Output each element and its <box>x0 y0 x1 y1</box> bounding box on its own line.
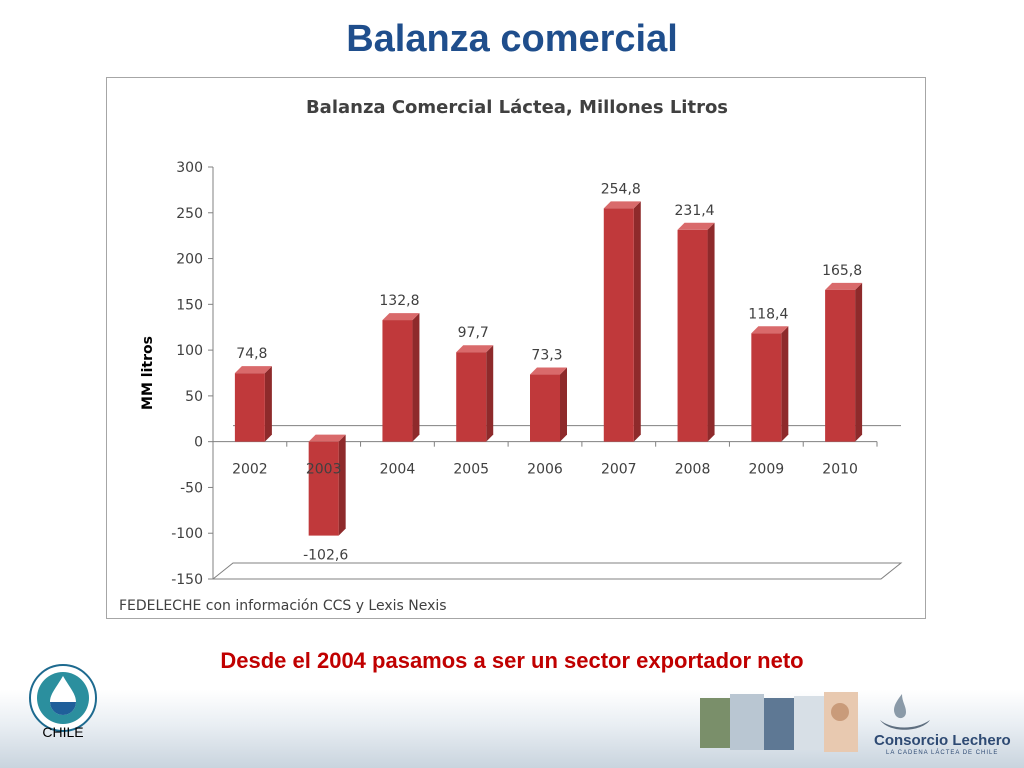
consorcio-name: Consorcio Lechero <box>874 732 1011 749</box>
bar-2004 <box>382 320 413 442</box>
photo-collage <box>700 692 858 752</box>
chart-frame: Balanza Comercial Láctea, Millones Litro… <box>106 77 926 619</box>
data-label: 165,8 <box>822 263 862 279</box>
y-tick-label: 100 <box>176 343 203 359</box>
slide-title: Balanza comercial <box>346 18 678 60</box>
bar-side <box>855 282 863 442</box>
data-label: 118,4 <box>748 306 788 322</box>
source-note: FEDELECHE con información CCS y Lexis Ne… <box>119 598 447 614</box>
y-axis-title: MM litros <box>140 336 156 410</box>
footer-band <box>0 690 1024 768</box>
bar-side <box>707 222 715 442</box>
bar-side <box>560 367 567 442</box>
slide-subtitle: Desde el 2004 pasamos a ser un sector ex… <box>220 648 804 673</box>
bar-2007 <box>603 208 634 442</box>
x-tick-label: 2005 <box>453 462 489 478</box>
consorcio-logo-mark <box>880 694 930 730</box>
bar-top <box>382 313 420 321</box>
bar-side <box>338 434 346 536</box>
data-label: 97,7 <box>458 325 489 341</box>
data-label: -102,6 <box>303 548 348 564</box>
y-tick-label: 200 <box>176 252 203 268</box>
y-tick-label: 250 <box>176 206 203 222</box>
idf-logo <box>29 664 97 732</box>
bar-top <box>234 366 272 374</box>
consorcio-tagline: LA CADENA LÁCTEA DE CHILE <box>886 750 999 756</box>
bar-top <box>825 282 863 290</box>
x-tick-label: 2008 <box>675 462 711 478</box>
x-tick-label: 2003 <box>306 462 342 478</box>
bar-top <box>677 222 715 230</box>
chart-floor <box>211 562 903 580</box>
y-tick-label: -50 <box>180 480 203 496</box>
x-tick-label: 2007 <box>601 462 637 478</box>
x-tick-label: 2006 <box>527 462 563 478</box>
x-tick-label: 2004 <box>380 462 416 478</box>
bar-side <box>264 366 272 442</box>
bar-2006 <box>530 374 560 442</box>
y-tick-label: 0 <box>194 435 203 451</box>
x-tick-label: 2002 <box>232 462 268 478</box>
y-tick-label: 50 <box>185 389 203 405</box>
bar-2010 <box>825 289 856 442</box>
bar-top <box>308 434 346 442</box>
data-label: 73,3 <box>531 348 562 364</box>
y-tick-label: 150 <box>176 297 203 313</box>
chart-title: Balanza Comercial Láctea, Millones Litro… <box>306 97 728 118</box>
bar-side <box>781 326 789 442</box>
bar-2005 <box>456 352 487 442</box>
bar-side <box>412 313 420 442</box>
bar-top <box>456 345 494 353</box>
bar-side <box>633 201 641 442</box>
data-label: 231,4 <box>675 203 715 219</box>
data-label: 74,8 <box>236 346 267 362</box>
bar-top <box>530 367 567 375</box>
bar-2003 <box>308 441 339 536</box>
bar-2002 <box>234 373 265 442</box>
data-label: 254,8 <box>601 181 641 197</box>
data-label: 132,8 <box>379 293 419 309</box>
y-tick-label: -100 <box>171 526 203 542</box>
bar-chart: Balanza Comercial Láctea, Millones Litro… <box>119 97 903 614</box>
bar-2008 <box>677 229 708 442</box>
x-tick-label: 2009 <box>749 462 785 478</box>
bar-2009 <box>751 333 782 442</box>
bar-top <box>603 201 641 209</box>
bar-side <box>486 345 494 442</box>
idf-chile-label: CHILE <box>42 724 84 740</box>
y-tick-label: 300 <box>176 160 203 176</box>
x-tick-label: 2010 <box>822 462 858 478</box>
y-tick-label: -150 <box>171 572 203 588</box>
bar-top <box>751 326 789 334</box>
